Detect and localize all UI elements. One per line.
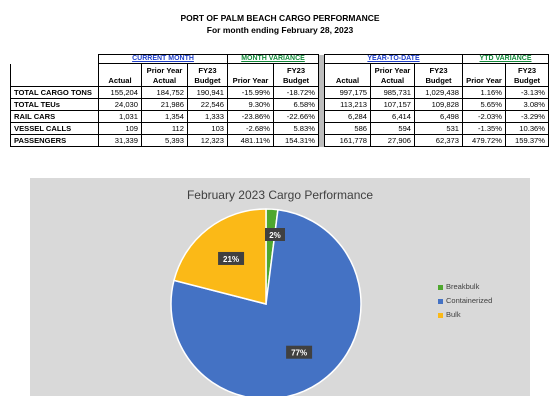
table-cell: 531	[414, 122, 464, 135]
table-cell: 1,031	[98, 110, 142, 123]
table-cell: -3.13%	[505, 86, 550, 99]
legend-item-containerized: Containerized	[438, 296, 492, 305]
legend-swatch	[438, 312, 443, 318]
table-cell: 3.08%	[505, 98, 550, 111]
table-cell: 1,029,438	[414, 86, 464, 99]
col-header: Prior Year Actual	[141, 63, 188, 87]
table-cell: 10.36%	[505, 122, 550, 135]
table-cell: 22,546	[186, 98, 229, 111]
data-label-box	[265, 228, 285, 241]
table-cell: 594	[370, 122, 416, 135]
table-cell: 184,752	[141, 86, 188, 99]
table-cell: 109,828	[414, 98, 464, 111]
table-cell: 190,941	[186, 86, 229, 99]
table-cell: 586	[324, 122, 372, 135]
legend-label: Bulk	[446, 310, 461, 319]
legend-item-bulk: Bulk	[438, 310, 461, 319]
group-year-to-date: YEAR-TO-DATE	[324, 54, 464, 64]
table-cell: 24,030	[98, 98, 142, 111]
table-cell: 1,333	[186, 110, 229, 123]
data-label: 77%	[291, 349, 307, 358]
table-cell: 109	[98, 122, 142, 135]
legend-label: Containerized	[446, 296, 493, 305]
table-row: PASSENGERS 31,339 5,393 12,323 481.11% 154.31…	[10, 134, 550, 147]
row-label: VESSEL CALLS	[10, 122, 99, 135]
table-cell: 12,323	[186, 134, 229, 147]
table-row: RAIL CARS 1,031 1,354 1,333 -23.86% -22.66% 6,…	[10, 110, 550, 123]
group-ytd-variance: YTD VARIANCE	[462, 54, 550, 64]
col-header: FY23 Budget	[414, 63, 464, 87]
table-cell: 27,906	[370, 134, 416, 147]
table-cell: 5.83%	[273, 122, 320, 135]
table-cell: 107,157	[370, 98, 416, 111]
row-label: PASSENGERS	[10, 134, 99, 147]
table-cell: -3.29%	[505, 110, 550, 123]
table-cell: 6,498	[414, 110, 464, 123]
table-cell: 9.30%	[227, 98, 275, 111]
legend-swatch	[438, 284, 443, 290]
cargo-performance-table: CURRENT MONTH MONTH VARIANCE YEAR-TO-DAT…	[10, 54, 550, 147]
table-cell: 21,986	[141, 98, 188, 111]
table-cell: -22.66%	[273, 110, 320, 123]
table-cell: -1.35%	[462, 122, 507, 135]
pie-chart: 2% 77% 21%	[170, 208, 362, 396]
table-cell: -2.03%	[462, 110, 507, 123]
table-row: VESSEL CALLS 109 112 103 -2.68% 5.83% 586 594 53…	[10, 122, 550, 135]
report-title: PORT OF PALM BEACH CARGO PERFORMANCE	[180, 13, 380, 23]
table-cell: 6,284	[324, 110, 372, 123]
pie-slice-containerized	[170, 208, 362, 396]
chart-title: February 2023 Cargo Performance	[186, 188, 374, 202]
row-label: RAIL CARS	[10, 110, 99, 123]
table-cell: 62,373	[414, 134, 464, 147]
table-cell: 5,393	[141, 134, 188, 147]
legend-swatch	[438, 298, 443, 304]
table-cell: 161,778	[324, 134, 372, 147]
table-cell: 154.31%	[273, 134, 320, 147]
col-header: FY23 Budget	[186, 63, 229, 87]
table-cell: -18.72%	[273, 86, 320, 99]
table-cell: 997,175	[324, 86, 372, 99]
data-label: 2%	[269, 231, 281, 240]
table-cell: 479.72%	[462, 134, 507, 147]
data-label-box	[286, 345, 313, 359]
table-cell: 112	[141, 122, 188, 135]
table-cell: 155,204	[98, 86, 142, 99]
col-header: FY23 Budget	[273, 63, 320, 87]
report-subtitle: For month ending February 28, 2023	[206, 25, 354, 35]
table-cell: 5.65%	[462, 98, 507, 111]
col-header: Prior Year Actual	[370, 63, 416, 87]
col-header: FY23 Budget	[505, 63, 550, 87]
group-current-month: CURRENT MONTH	[97, 54, 229, 64]
table-cell: 6.58%	[273, 98, 320, 111]
col-header: Actual	[98, 63, 142, 87]
table-cell: 113,213	[324, 98, 372, 111]
cargo-chart-panel: 2% 77% 21% February 2023 Cargo Performance…	[30, 178, 530, 396]
group-month-variance: MONTH VARIANCE	[227, 54, 320, 64]
table-cell: 31,339	[98, 134, 142, 147]
table-cell: 481.11%	[227, 134, 275, 147]
table-cell: 6,414	[370, 110, 416, 123]
table-cell: -23.86%	[227, 110, 275, 123]
table-cell: 103	[186, 122, 229, 135]
data-label-box	[218, 251, 245, 265]
table-cell: -15.99%	[227, 86, 275, 99]
table-cell: 159.37%	[505, 134, 550, 147]
table-cell: 985,731	[370, 86, 416, 99]
data-label: 21%	[223, 255, 239, 264]
col-header: Prior Year	[227, 63, 275, 87]
table-row: TOTAL CARGO TONS 155,204 184,752 190,941 -15…	[10, 86, 550, 99]
col-header: Actual	[324, 63, 372, 87]
table-cell: -2.68%	[227, 122, 275, 135]
legend-item-breakbulk: Breakbulk	[438, 282, 479, 291]
row-label: TOTAL CARGO TONS	[10, 86, 99, 99]
table-row: TOTAL TEUs 24,030 21,986 22,546 9.30% 6.58% 11…	[10, 98, 550, 111]
col-header: Prior Year	[462, 63, 507, 87]
table-cell: 1.16%	[462, 86, 507, 99]
table-cell: 1,354	[141, 110, 188, 123]
row-label: TOTAL TEUs	[10, 98, 99, 111]
legend-label: Breakbulk	[446, 282, 480, 291]
